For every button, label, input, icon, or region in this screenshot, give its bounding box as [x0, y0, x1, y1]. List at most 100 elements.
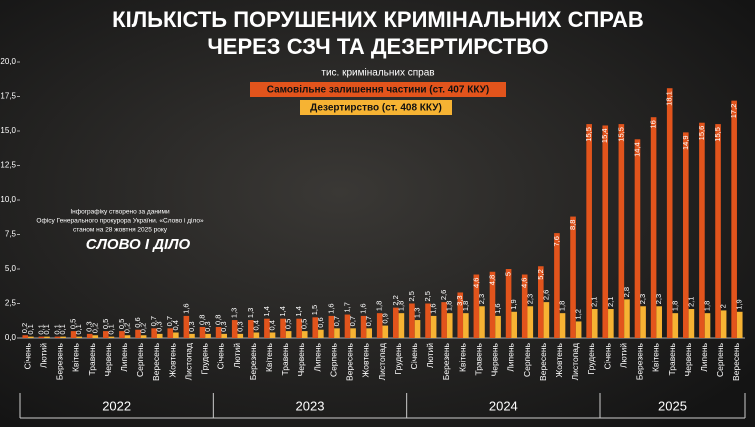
value-label: 5: [504, 272, 513, 276]
value-label: 5,2: [536, 269, 545, 279]
bar: [151, 328, 157, 338]
bar: [521, 274, 528, 338]
x-tick-label: Лютий: [425, 343, 435, 368]
legend-swatch: [250, 82, 506, 97]
bar: [414, 320, 421, 338]
logo: СЛОВО І ДІЛО: [86, 236, 191, 253]
x-tick-label: Березень: [441, 342, 451, 380]
bar: [570, 216, 576, 338]
x-tick-label: Серпень: [135, 342, 145, 377]
bar: [634, 139, 641, 338]
value-label: 4,6: [471, 278, 480, 288]
bar: [688, 309, 695, 338]
value-label: 4,8: [487, 275, 496, 285]
bar: [103, 331, 109, 338]
bar: [221, 333, 227, 338]
value-label: 2,5: [407, 291, 416, 301]
y-tick-label: 2,5: [5, 299, 17, 308]
x-tick-label: Липень: [699, 342, 709, 371]
x-tick-label: Листопад: [570, 343, 580, 380]
bar: [28, 336, 34, 338]
y-tick-label: 10,0: [0, 195, 16, 204]
value-label: 3,3: [455, 295, 464, 305]
y-tick-label: 0,0: [5, 333, 17, 342]
bar: [398, 313, 405, 338]
y-tick-label: 12,5: [0, 161, 16, 170]
value-label: 0,5: [69, 319, 78, 329]
x-tick-label: Січень: [602, 342, 612, 369]
x-tick-label: Листопад: [183, 343, 193, 380]
x-tick-label: Травень: [87, 342, 97, 375]
bar: [624, 299, 630, 338]
value-label: 0,7: [149, 316, 158, 326]
x-tick-label: Лютий: [618, 343, 628, 368]
x-tick-label: Січень: [409, 342, 419, 369]
value-label: 7,6: [552, 236, 561, 246]
bar: [575, 321, 582, 338]
x-tick-label: Січень: [216, 342, 226, 369]
x-tick-label: Жовтень: [554, 342, 564, 377]
bar: [608, 309, 614, 338]
bar: [554, 233, 560, 338]
value-label: 17,2: [729, 104, 738, 119]
x-tick-label: Червень: [490, 342, 500, 376]
x-tick-label: Травень: [280, 342, 290, 375]
bar: [382, 325, 389, 338]
value-label: 2,1: [686, 297, 695, 307]
x-tick-label: Липень: [506, 342, 516, 371]
bar: [559, 313, 566, 338]
bar: [253, 332, 260, 338]
x-tick-label: Листопад: [377, 343, 387, 380]
x-tick-label: Вересень: [345, 342, 355, 381]
value-label: 0,1: [52, 324, 61, 334]
bar: [344, 314, 351, 338]
legend-label: Дезертирство (ст. 408 ККУ): [310, 103, 442, 114]
value-label: 18,1: [665, 91, 674, 106]
bar: [656, 306, 662, 338]
x-tick-label: Березень: [635, 342, 645, 380]
value-label: 0,5: [117, 319, 126, 329]
x-tick-label: Вересень: [151, 342, 161, 381]
bar: [86, 333, 93, 338]
bar: [463, 313, 469, 338]
source: Інфографіку створено за даними: [70, 208, 170, 216]
bar: [591, 309, 598, 338]
x-tick-label: Червень: [683, 342, 693, 376]
bar: [731, 100, 737, 338]
value-label: 1,6: [493, 303, 502, 313]
bar: [334, 328, 340, 338]
value-label: 1,8: [558, 301, 567, 311]
bar: [70, 331, 77, 338]
value-label: 0,4: [171, 320, 180, 330]
bar: [538, 266, 544, 338]
value-label: 1,8: [703, 301, 712, 311]
value-label: 2,1: [590, 297, 599, 307]
value-label: 2,3: [654, 294, 663, 304]
bar: [44, 336, 50, 338]
value-label: 0,5: [284, 319, 293, 329]
bar: [189, 333, 195, 338]
y-tick-label: 20,0: [0, 57, 16, 66]
value-label: 1,3: [230, 308, 239, 318]
bar: [205, 333, 211, 338]
bar: [54, 336, 61, 338]
source: Офісу Генерального прокурора України. «С…: [36, 217, 204, 225]
value-label: 0,3: [85, 321, 94, 331]
value-label: 1,6: [429, 303, 438, 313]
x-tick-label: Березень: [248, 342, 258, 380]
bar: [430, 315, 437, 338]
x-tick-label: Липень: [119, 342, 129, 371]
chart-title: Кількість порушених кримінальних справ: [112, 7, 644, 32]
x-tick-label: Серпень: [522, 342, 532, 377]
x-tick-label: Грудень: [393, 342, 403, 374]
bar: [511, 311, 517, 338]
x-tick-label: Лютий: [232, 343, 242, 368]
value-label: 1,3: [246, 308, 255, 318]
value-label: 0,2: [123, 323, 132, 333]
value-label: 14,9: [681, 135, 690, 150]
bar: [167, 328, 174, 338]
value-label: 0,7: [348, 316, 357, 326]
bar: [543, 302, 550, 338]
bar: [393, 307, 399, 338]
